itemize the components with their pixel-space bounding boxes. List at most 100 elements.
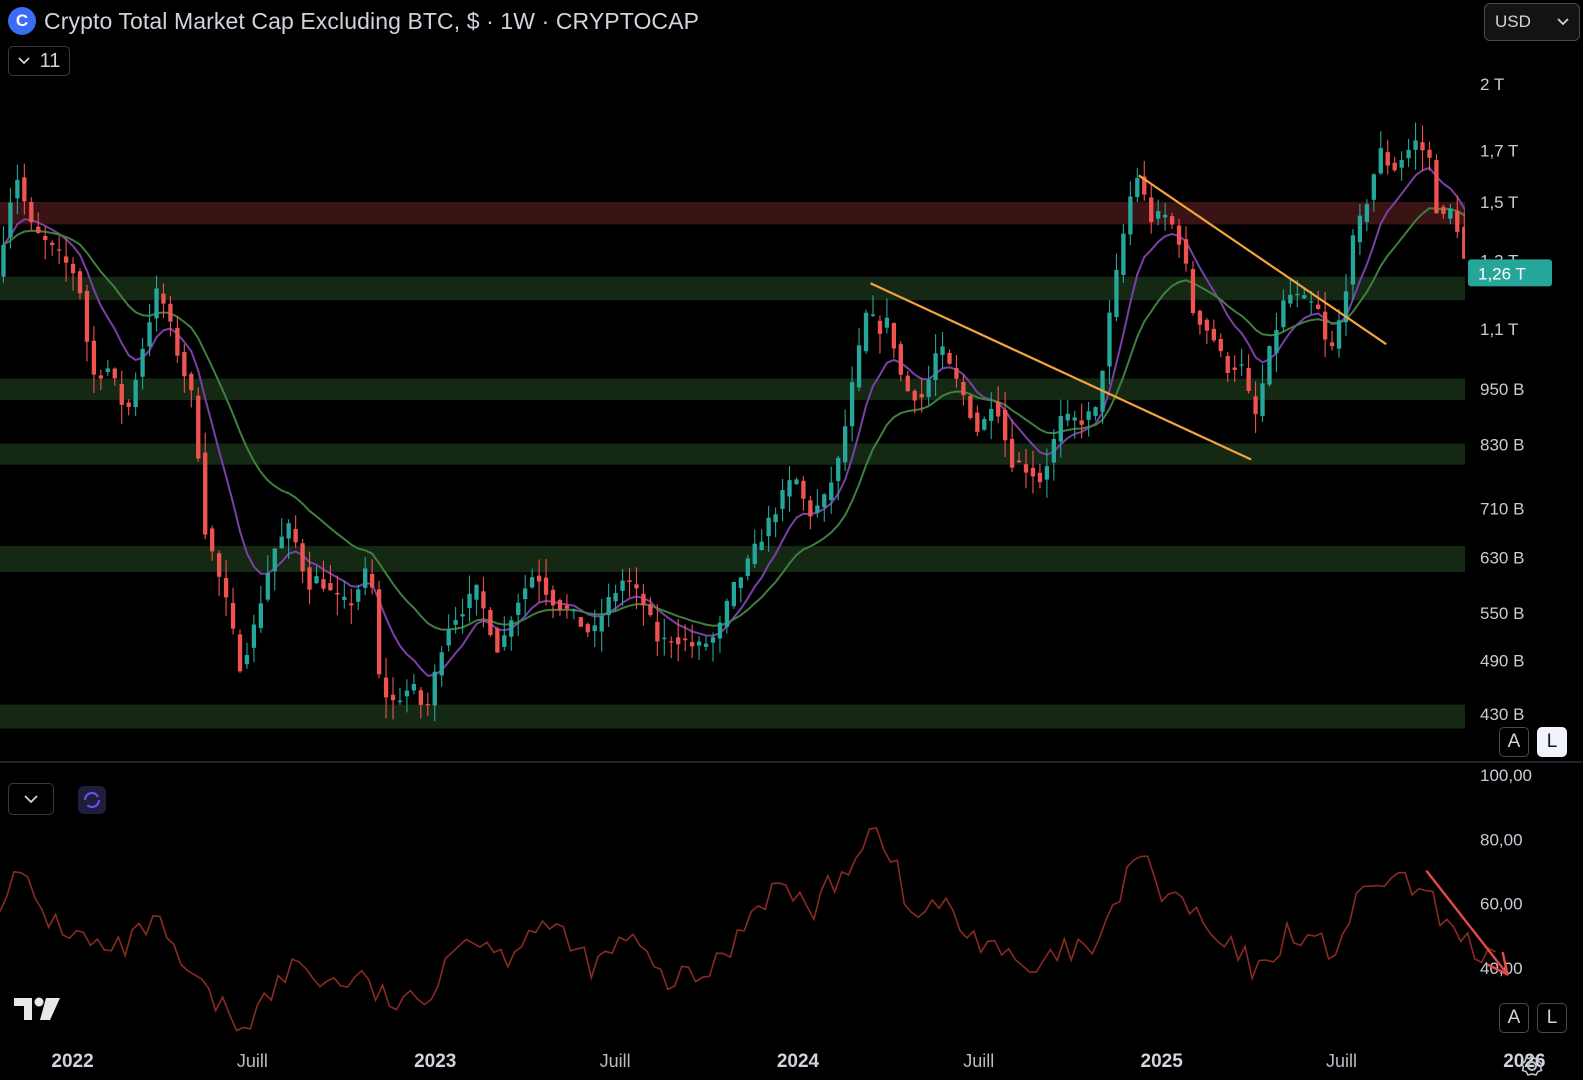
candle-body-83: [578, 617, 583, 627]
candle-body-85: [592, 625, 597, 632]
candle-body-188: [1309, 301, 1314, 303]
candle-body-177: [1232, 367, 1237, 370]
support-zone-4: [0, 545, 1465, 573]
candle-body-15: [105, 368, 110, 372]
candle-body-3: [22, 177, 27, 202]
price-tick-label-10: 490 B: [1480, 651, 1524, 670]
candle-body-71: [495, 628, 500, 653]
auto-scale-button[interactable]: A: [1499, 727, 1529, 757]
candle-body-31: [216, 553, 222, 577]
candle-body-46: [321, 579, 326, 589]
candle-body-11: [77, 271, 83, 294]
chart-settings-gear-icon[interactable]: [1520, 1054, 1544, 1078]
candle-body-89: [620, 580, 625, 591]
candle-body-80: [557, 600, 563, 611]
candle-body-65: [453, 620, 458, 625]
ema-slow-line: [2, 207, 1500, 631]
rsi-tick-label-3: 40,00: [1480, 959, 1523, 978]
candle-body-140: [975, 412, 980, 432]
candle-body-93: [648, 604, 653, 616]
candle-body-189: [1316, 304, 1321, 309]
currency-select[interactable]: USD: [1484, 3, 1580, 41]
price-tick-label-5: 950 B: [1480, 380, 1524, 399]
price-tick-label-0: 2 T: [1480, 75, 1504, 94]
indicator-count: 11: [39, 49, 61, 72]
candle-body-151: [1051, 438, 1056, 463]
symbol-title[interactable]: Crypto Total Market Cap Excluding BTC, $…: [44, 7, 700, 34]
candle-body-39: [272, 548, 277, 572]
candle-body-1: [8, 202, 13, 238]
candle-body-54: [376, 589, 382, 675]
candle-body-146: [1016, 460, 1022, 463]
candle-body-41: [286, 523, 291, 539]
candle-body-156: [1086, 411, 1091, 420]
candle-body-210: [1462, 226, 1467, 259]
candle-body-162: [1128, 196, 1133, 235]
candle-body-148: [1030, 467, 1036, 477]
candle-body-74: [516, 602, 521, 616]
candle-body-35: [244, 655, 250, 665]
rsi-indicator-icon[interactable]: [78, 786, 106, 814]
candle-body-201: [1399, 160, 1404, 168]
candle-body-147: [1023, 464, 1029, 473]
candle-body-199: [1385, 152, 1390, 166]
log-scale-button[interactable]: L: [1537, 727, 1567, 757]
tradingview-logo-icon: [14, 997, 60, 1020]
candle-body-133: [926, 379, 931, 397]
price-tick-label-7: 710 B: [1480, 499, 1524, 518]
candle-body-0: [1, 244, 6, 277]
candle-body-5: [36, 226, 41, 234]
time-tick-label-3: Juill: [600, 1051, 631, 1071]
ema-layer: [2, 166, 1500, 677]
candle-body-47: [328, 583, 333, 591]
price-axis-bg: [1465, 44, 1583, 760]
price-tick-label-6: 830 B: [1480, 435, 1524, 454]
support-zone-2: [0, 378, 1465, 401]
candle-body-102: [710, 637, 716, 643]
candle-body-128: [891, 322, 897, 349]
chevron-down-icon: [1557, 18, 1569, 26]
price-tick-label-8: 630 B: [1480, 548, 1524, 567]
rsi-line: [0, 827, 1496, 1032]
candle-body-81: [564, 605, 570, 609]
candle-body-149: [1037, 472, 1043, 483]
candle-body-144: [1002, 409, 1008, 441]
candle-body-20: [140, 348, 145, 377]
candle-body-106: [738, 577, 743, 588]
candle-body-40: [279, 536, 284, 549]
candle-body-152: [1058, 415, 1063, 442]
candle-body-55: [383, 677, 389, 698]
candle-body-159: [1107, 312, 1112, 367]
candle-body-23: [161, 293, 166, 304]
candle-body-9: [63, 256, 69, 263]
rsi-pane-collapse-button[interactable]: [8, 783, 54, 815]
candle-body-91: [634, 584, 639, 589]
rsi-auto-scale-button[interactable]: A: [1499, 1003, 1529, 1033]
time-axis: 2022 Juill 2023 Juill 2024 Juill 2025 Juill 2026: [51, 1051, 1545, 1072]
candle-body-94: [655, 621, 660, 642]
candle-body-184: [1281, 300, 1286, 328]
candle-body-72: [502, 635, 507, 647]
candle-body-200: [1392, 162, 1397, 171]
candle-body-82: [571, 610, 577, 612]
candle-body-180: [1253, 396, 1258, 415]
price-tick-label-1: 1,7 T: [1480, 142, 1518, 161]
indicators-toggle-button[interactable]: 11: [8, 46, 70, 76]
candle-body-183: [1274, 330, 1279, 354]
rsi-log-scale-button[interactable]: L: [1537, 1003, 1567, 1033]
candle-body-129: [898, 344, 903, 375]
candle-body-174: [1211, 328, 1216, 341]
time-tick-label-7: Juill: [1326, 1051, 1357, 1071]
candle-body-84: [585, 624, 590, 633]
candle-body-92: [641, 593, 646, 606]
candle-body-172: [1197, 310, 1203, 325]
candle-body-192: [1336, 320, 1342, 349]
candle-body-136: [947, 352, 952, 364]
candle-body-90: [627, 580, 632, 582]
candle-body-157: [1093, 407, 1098, 416]
candle-body-130: [905, 375, 910, 392]
candle-body-198: [1378, 148, 1383, 174]
candle-body-154: [1072, 417, 1077, 421]
